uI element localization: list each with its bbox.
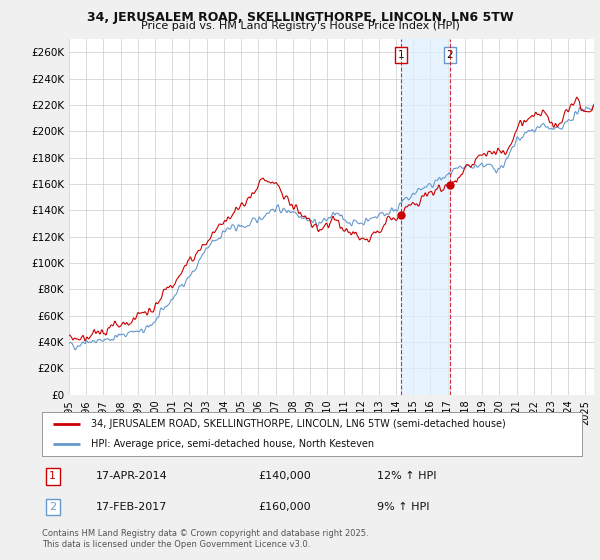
Bar bbox=[401, 39, 450, 395]
Text: 1: 1 bbox=[398, 50, 404, 60]
Text: 2: 2 bbox=[446, 50, 453, 60]
Text: 34, JERUSALEM ROAD, SKELLINGTHORPE, LINCOLN, LN6 5TW: 34, JERUSALEM ROAD, SKELLINGTHORPE, LINC… bbox=[86, 11, 514, 24]
Text: 17-APR-2014: 17-APR-2014 bbox=[96, 471, 168, 481]
Text: 2: 2 bbox=[49, 502, 56, 512]
Text: 12% ↑ HPI: 12% ↑ HPI bbox=[377, 471, 436, 481]
Text: Contains HM Land Registry data © Crown copyright and database right 2025.
This d: Contains HM Land Registry data © Crown c… bbox=[42, 529, 368, 549]
Text: HPI: Average price, semi-detached house, North Kesteven: HPI: Average price, semi-detached house,… bbox=[91, 439, 374, 449]
Text: 1: 1 bbox=[49, 471, 56, 481]
Text: 9% ↑ HPI: 9% ↑ HPI bbox=[377, 502, 430, 512]
Text: 17-FEB-2017: 17-FEB-2017 bbox=[96, 502, 167, 512]
Text: 34, JERUSALEM ROAD, SKELLINGTHORPE, LINCOLN, LN6 5TW (semi-detached house): 34, JERUSALEM ROAD, SKELLINGTHORPE, LINC… bbox=[91, 419, 505, 429]
Text: £160,000: £160,000 bbox=[258, 502, 311, 512]
Text: £140,000: £140,000 bbox=[258, 471, 311, 481]
Text: Price paid vs. HM Land Registry's House Price Index (HPI): Price paid vs. HM Land Registry's House … bbox=[140, 21, 460, 31]
